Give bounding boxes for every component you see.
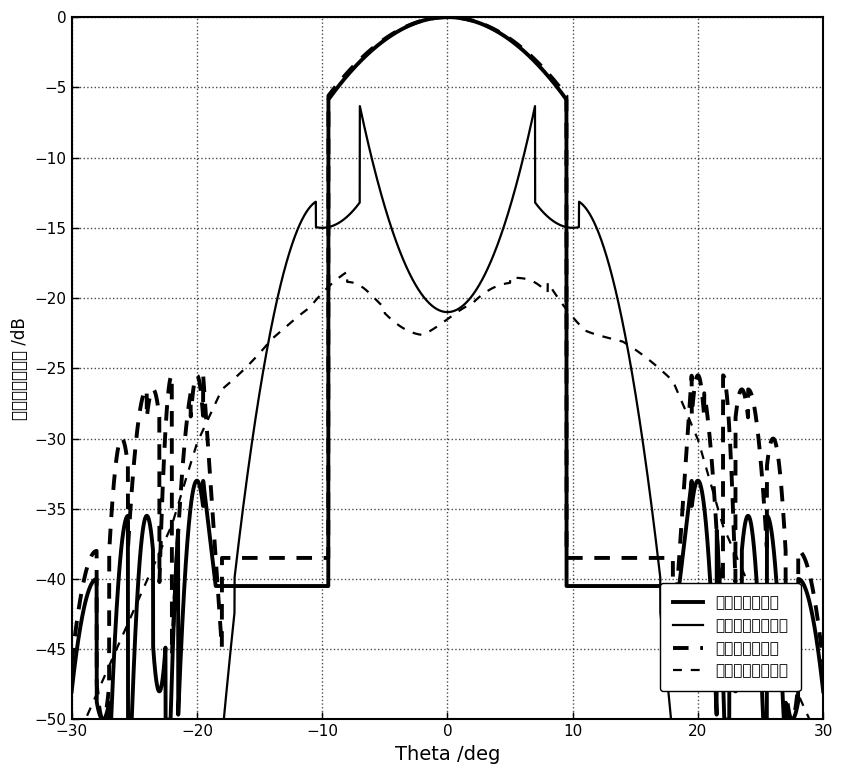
Legend: 补偿后的主极化, 补偿后的交叉极化, 补偿前的主极化, 补偿前的交叉极化: 补偿后的主极化, 补偿后的交叉极化, 补偿前的主极化, 补偿前的交叉极化	[660, 584, 800, 691]
Y-axis label: 归一化天线增益 /dB: 归一化天线增益 /dB	[11, 317, 29, 420]
X-axis label: Theta /deg: Theta /deg	[395, 745, 500, 764]
